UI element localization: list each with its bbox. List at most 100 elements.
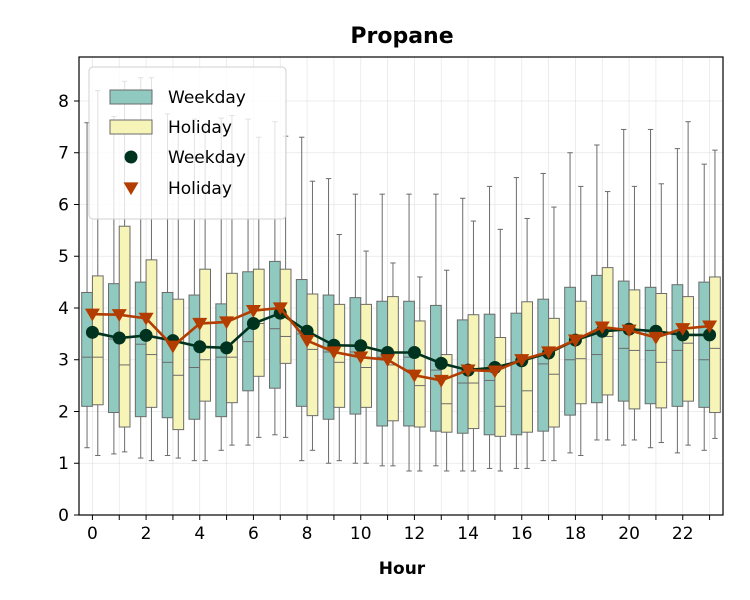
plot-frame [78,56,724,516]
legend-label: Holiday [168,179,232,199]
holiday-mean-point [406,369,422,383]
weekday-box [161,291,174,419]
x-tick-label: 4 [194,524,205,544]
y-tick-label: 6 [58,195,69,215]
legend-holiday-line-marker [123,182,139,196]
weekday-mean-point [703,328,717,342]
y-tick-label: 1 [58,454,69,474]
weekday-mean-point [300,324,314,338]
holiday-box [574,300,587,405]
y-tick-label: 3 [58,351,69,371]
x-tick-label: 20 [618,524,640,544]
weekday-mean-point [407,346,421,360]
holiday-mean-point [621,324,637,338]
weekday-box [644,286,657,405]
holiday-box [655,293,668,409]
weekday-box [134,281,147,418]
holiday-mean-point [380,354,396,367]
holiday-mean-point [514,354,530,367]
holiday-box [709,276,721,414]
holiday-box [306,293,319,417]
y-tick-label: 8 [58,92,69,112]
weekday-box [537,298,550,432]
holiday-mean-point [219,316,235,330]
weekday-mean-point [139,328,153,342]
legend-label: Weekday [168,148,246,168]
holiday-box [440,354,453,433]
holiday-mean-point [272,302,288,316]
holiday-mean-point [567,334,583,348]
holiday-mean-point [460,364,476,378]
x-tick-label: 2 [141,524,152,544]
holiday-mean-point [594,321,610,335]
weekday-mean-point [354,339,368,353]
y-tick-label: 2 [58,402,69,422]
weekday-mean-point [85,325,99,339]
x-tick-label: 16 [511,524,533,544]
x-tick-label: 8 [302,524,313,544]
x-tick-label: 18 [565,524,587,544]
weekday-box [564,286,576,416]
legend-label: Weekday [168,88,246,108]
holiday-box [172,298,185,431]
holiday-box [91,275,104,406]
weekday-mean-point [193,340,207,354]
legend-label: Holiday [168,118,232,138]
legend: Weekday Holiday Weekday Holiday [88,66,287,220]
weekday-box [617,280,630,402]
holiday-box [548,317,560,428]
y-tick-label: 5 [58,247,69,267]
weekday-box [269,260,281,389]
holiday-mean-point [111,309,127,322]
weekday-box [322,294,335,420]
weekday-box [403,300,415,427]
holiday-box [628,289,641,410]
weekday-mean-point [112,331,126,345]
chart-title: Propane [350,24,453,49]
holiday-box [494,336,507,437]
holiday-mean-point [192,317,208,331]
weekday-box [591,274,603,404]
holiday-mean-point [84,308,100,322]
x-tick-label: 10 [350,524,372,544]
holiday-box [682,296,694,402]
x-axis-title: Hour [379,559,426,579]
weekday-mean-point [434,356,448,370]
holiday-mean-point [487,365,503,379]
legend-weekday-box-swatch [109,89,153,105]
holiday-mean-point [165,340,181,354]
holiday-box [199,268,211,402]
weekday-box [108,283,120,414]
holiday-mean-line [92,306,710,382]
legend-holiday-box-swatch [109,119,153,135]
holiday-mean-point [648,331,664,345]
holiday-mean-point [245,304,261,318]
legend-box [88,66,287,220]
y-tick-label: 4 [58,299,69,319]
holiday-mean-point [299,334,315,348]
weekday-mean-point [246,317,260,331]
x-tick-label: 14 [457,524,479,544]
weekday-box [456,319,469,434]
mean-lines [84,302,718,388]
holiday-mean-point [326,346,342,360]
weekday-box [698,281,711,408]
weekday-mean-point [220,341,234,355]
y-tick-label: 0 [58,506,69,526]
holiday-mean-point [675,323,691,336]
weekday-box [188,294,201,420]
holiday-mean-point [433,374,449,388]
holiday-mean-point [541,346,557,360]
y-tick-label: 7 [58,144,69,164]
x-tick-label: 0 [87,524,98,544]
legend-weekday-line-marker [124,150,138,164]
holiday-mean-point [353,351,369,365]
holiday-box [118,225,131,428]
x-tick-label: 6 [248,524,259,544]
weekday-box [510,312,523,436]
x-tick-label: 22 [672,524,694,544]
x-tick-label: 12 [404,524,426,544]
weekday-box [671,284,684,407]
